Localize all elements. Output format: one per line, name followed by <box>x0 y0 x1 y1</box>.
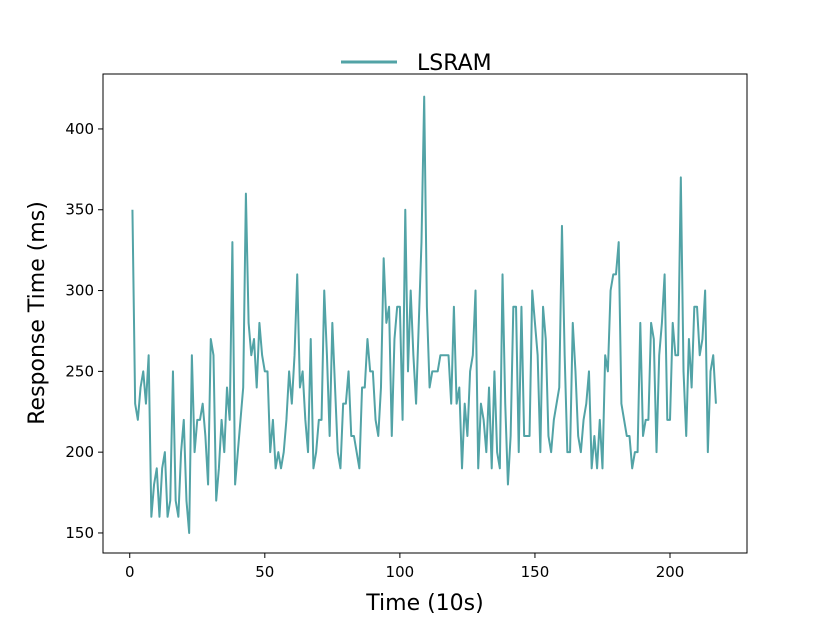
y-tick-label: 300 <box>65 282 94 300</box>
plot-frame <box>102 73 748 554</box>
y-axis-label: Response Time (ms) <box>25 201 50 425</box>
x-tick-label: 0 <box>125 563 135 581</box>
y-tick-label: 250 <box>65 362 94 380</box>
data-line <box>131 95 717 534</box>
x-tick-label: 50 <box>255 563 274 581</box>
x-tick-label: 100 <box>386 563 415 581</box>
y-tick-label: 150 <box>65 524 94 542</box>
legend-label: LSRAM <box>417 51 492 76</box>
x-tick-label: 200 <box>656 563 685 581</box>
y-tick-label: 400 <box>65 120 94 138</box>
y-tick-label: 200 <box>65 443 94 461</box>
y-tick-label: 350 <box>65 201 94 219</box>
x-axis-label: Time (10s) <box>365 591 483 616</box>
x-tick-label: 150 <box>521 563 550 581</box>
